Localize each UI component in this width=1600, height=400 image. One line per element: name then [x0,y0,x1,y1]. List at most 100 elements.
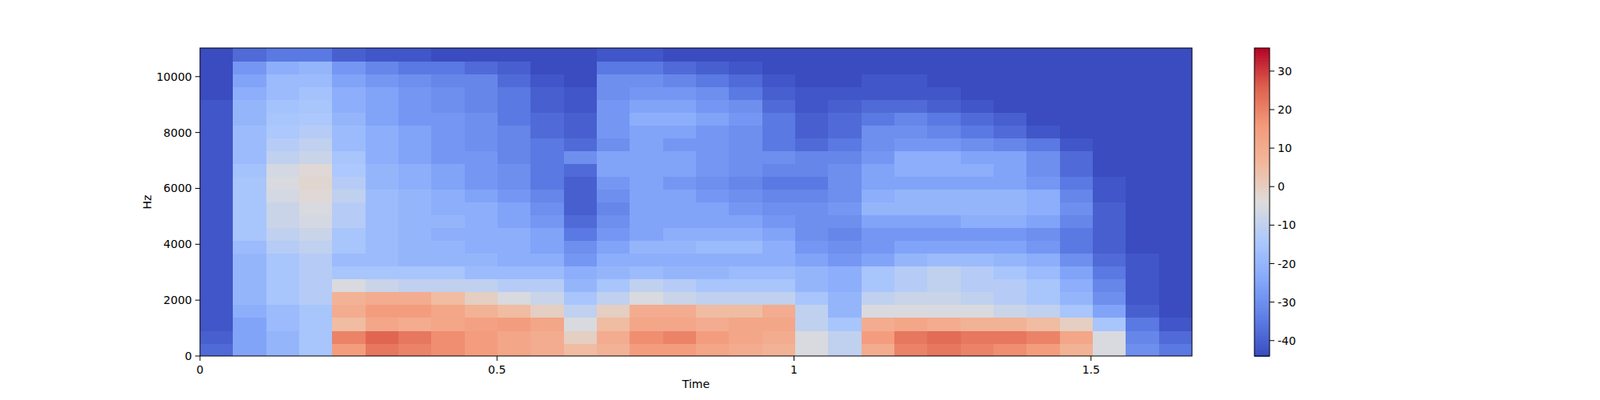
cell [299,137,333,152]
cell [398,112,432,126]
y-tick [195,356,200,357]
cell [398,202,432,216]
y-tick [195,76,200,77]
cell [894,176,928,190]
cell [927,240,961,255]
cell [530,304,564,319]
cell [1125,137,1160,152]
cell [431,137,465,152]
cell [993,330,1028,344]
cell [232,112,267,126]
cell [299,48,333,62]
cell [1125,304,1160,319]
cell [464,188,499,203]
cell [530,60,564,75]
colorbar-tick-label: -40 [1277,334,1296,348]
cell [332,112,366,126]
cell [663,202,697,216]
cell [894,163,928,177]
cell [1026,112,1060,126]
cell [993,215,1028,229]
cell [762,343,796,356]
cell [398,304,432,319]
cell [629,163,664,177]
cell [464,304,499,319]
cell [398,99,432,113]
cell [232,163,267,177]
cell [1026,317,1060,332]
cell [365,202,400,216]
cell [596,176,631,190]
cell [1159,202,1192,216]
cell [266,228,300,242]
cell [398,48,432,62]
cell [431,188,465,203]
y-axis-label: Hz [140,195,154,210]
cell [596,292,631,306]
cell [960,60,995,75]
cell [993,228,1028,242]
cell [596,73,631,88]
cell [728,304,763,319]
cell [564,304,598,319]
cell [530,137,564,152]
cell [828,304,862,319]
cell [629,253,664,268]
cell [1060,60,1094,75]
cell [861,99,896,113]
cell [993,266,1028,280]
cell [1092,240,1127,255]
cell [828,188,862,203]
cell [894,228,928,242]
cell [663,137,697,152]
cell [1159,48,1192,62]
cell [332,292,366,306]
cell [564,215,598,229]
cell [728,343,763,356]
cell [232,240,267,255]
cell [1092,86,1127,100]
x-tick [1090,356,1092,361]
cell [200,150,234,164]
cell [365,86,400,100]
cell [232,317,267,332]
cell [960,228,995,242]
cell [398,330,432,344]
cell [927,317,961,332]
cell [596,112,631,126]
y-tick-label: 4000 [163,237,192,251]
cell [464,228,499,242]
cell [530,240,564,255]
cell [728,86,763,100]
cell [663,48,697,62]
x-tick-label: 1 [790,363,798,376]
cell [762,86,796,100]
cell [861,330,896,344]
cell [861,343,896,356]
cell [828,317,862,332]
cell [1125,99,1160,113]
cell [1026,124,1060,139]
cell [1060,188,1094,203]
cell [1125,86,1160,100]
cell [993,188,1028,203]
cell [1125,48,1160,62]
cell [696,202,730,216]
cell [497,150,532,164]
cell [795,253,829,268]
cell [960,137,995,152]
cell [762,150,796,164]
cell [960,163,995,177]
cell [696,228,730,242]
cell [728,112,763,126]
cell [299,124,333,139]
cell [1159,163,1192,177]
cell [861,112,896,126]
cell [564,99,598,113]
cell [365,266,400,280]
cell [332,176,366,190]
cell [629,304,664,319]
cell [1125,292,1160,306]
cell [1092,188,1127,203]
cell [894,124,928,139]
